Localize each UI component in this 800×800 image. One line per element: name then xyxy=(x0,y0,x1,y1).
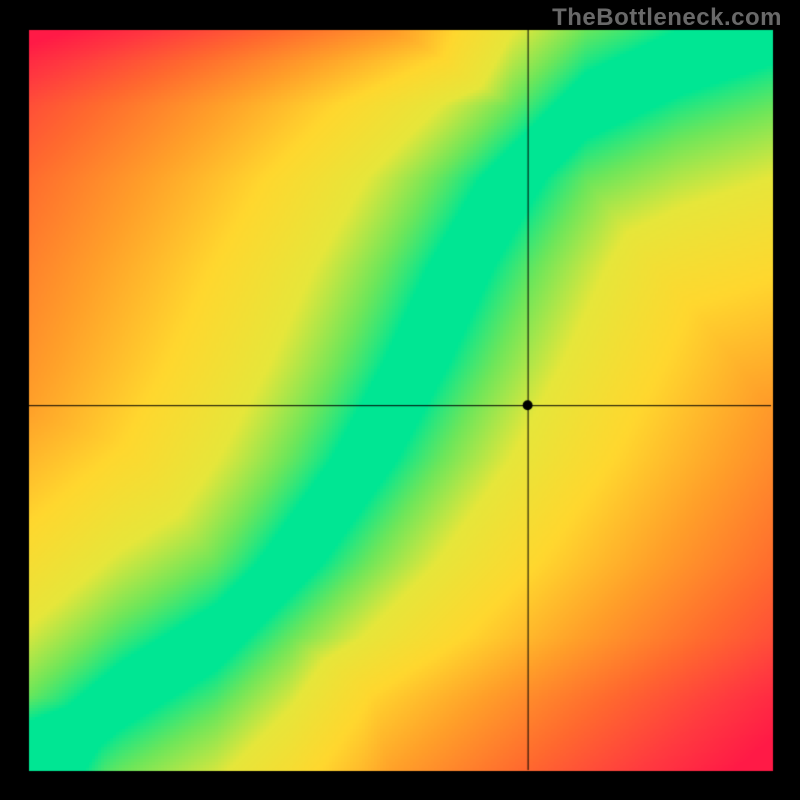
bottleneck-heatmap xyxy=(0,0,800,800)
chart-container: TheBottleneck.com xyxy=(0,0,800,800)
watermark: TheBottleneck.com xyxy=(552,4,782,32)
